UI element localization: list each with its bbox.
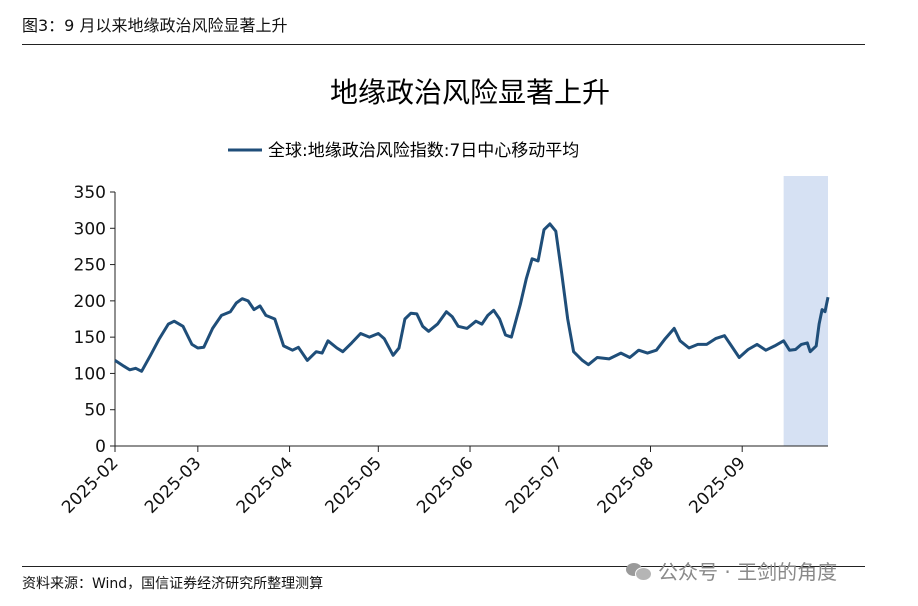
- legend: 全球:地缘政治风险指数:7日中心移动平均: [228, 141, 579, 161]
- y-tick-label: 100: [74, 364, 106, 384]
- x-tick-label: 2025-09: [685, 453, 749, 517]
- legend-label: 全球:地缘政治风险指数:7日中心移动平均: [268, 141, 579, 161]
- x-tick-label: 2025-06: [413, 453, 477, 517]
- series-line: [114, 222, 830, 373]
- x-tick-label: 2025-07: [502, 453, 566, 517]
- figure-label: 图3：9 月以来地缘政治风险显著上升: [22, 16, 288, 35]
- y-tick-label: 300: [74, 219, 106, 239]
- top-divider: [22, 44, 865, 45]
- wechat-icon: [626, 561, 652, 581]
- x-tick-label: 2025-04: [233, 453, 297, 517]
- y-tick-label: 0: [95, 437, 106, 457]
- source-note: 资料来源：Wind，国信证券经济研究所整理测算: [22, 576, 324, 592]
- y-tick-label: 50: [84, 401, 106, 421]
- x-tick-label: 2025-03: [141, 453, 205, 517]
- x-tick-label: 2025-02: [58, 453, 122, 517]
- chart-title: 地缘政治风险显著上升: [330, 76, 610, 109]
- y-tick-label: 250: [74, 256, 106, 276]
- y-tick-label: 350: [74, 183, 106, 203]
- watermark: 公众号 · 王剑的角度: [626, 556, 837, 585]
- x-tick-label: 2025-05: [321, 453, 385, 517]
- y-tick-label: 200: [74, 292, 106, 312]
- line-chart: 地缘政治风险显著上升 全球:地缘政治风险指数:7日中心移动平均 0 50 100 15…: [58, 76, 830, 518]
- watermark-text: 公众号 · 王剑的角度: [658, 560, 838, 584]
- bottom-divider: [22, 566, 865, 567]
- y-tick-label: 150: [74, 328, 106, 348]
- x-tick-label: 2025-08: [594, 453, 658, 517]
